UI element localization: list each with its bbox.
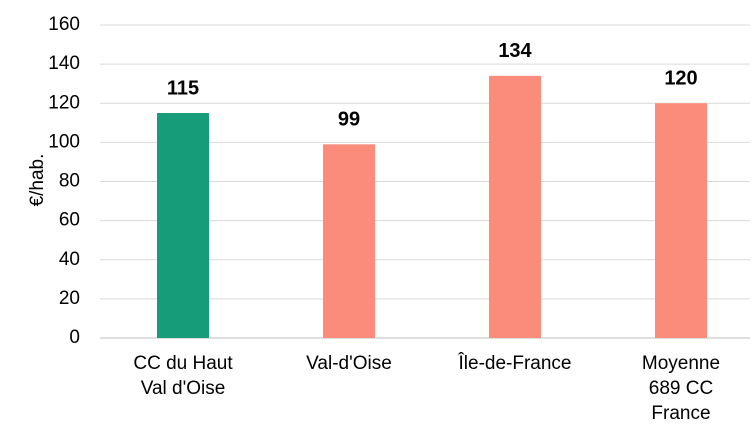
x-tick-label: CC du Haut Val d'Oise	[133, 353, 233, 399]
value-label: 120	[664, 68, 697, 90]
bar	[489, 75, 541, 339]
x-tick-label: Val-d'Oise	[306, 353, 392, 374]
bar	[655, 103, 707, 338]
y-tick-label: 40	[59, 249, 80, 270]
y-tick-label: 20	[59, 288, 80, 309]
y-tick-label: 140	[48, 53, 80, 74]
value-label: 115	[167, 77, 199, 99]
y-tick-label: 60	[59, 210, 80, 231]
x-tick-label: Moyenne 689 CC France	[642, 353, 720, 424]
y-axis-label: €/hab.	[27, 154, 48, 207]
y-tick-label: 120	[48, 92, 80, 113]
value-label: 134	[498, 40, 532, 62]
bar	[157, 113, 209, 338]
y-tick-label: 80	[59, 171, 80, 192]
x-tick-label: Île-de-France	[458, 352, 572, 374]
y-tick-label: 160	[48, 14, 80, 35]
y-tick-label: 100	[48, 131, 80, 152]
bar	[323, 144, 375, 338]
value-label: 99	[338, 109, 360, 131]
y-tick-label: 0	[69, 327, 80, 348]
